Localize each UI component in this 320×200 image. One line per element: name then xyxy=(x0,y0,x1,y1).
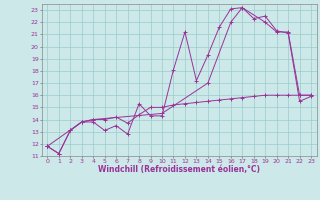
X-axis label: Windchill (Refroidissement éolien,°C): Windchill (Refroidissement éolien,°C) xyxy=(98,165,260,174)
